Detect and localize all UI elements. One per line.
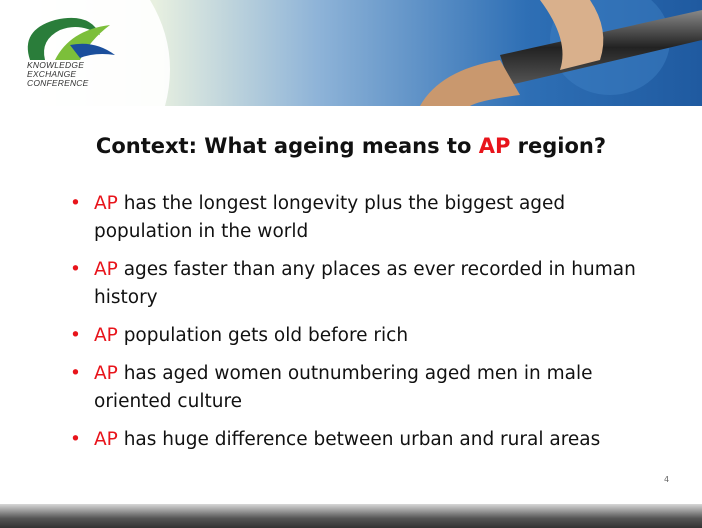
bullet-item: AP has huge difference between urban and… (70, 426, 650, 454)
title-text: region? (510, 134, 606, 158)
bullet-highlight: AP (94, 363, 118, 384)
footer-bar (0, 504, 702, 528)
bullet-text: has aged women outnumbering aged men in … (94, 363, 593, 412)
bullet-highlight: AP (94, 325, 118, 346)
bullet-highlight: AP (94, 193, 118, 214)
bullet-highlight: AP (94, 259, 118, 280)
bullet-text: population gets old before rich (118, 325, 408, 346)
bullet-item: AP has the longest longevity plus the bi… (70, 190, 650, 246)
page-number: 4 (664, 475, 669, 484)
bullet-text: has huge difference between urban and ru… (118, 429, 600, 450)
bullet-text: ages faster than any places as ever reco… (94, 259, 636, 308)
bullet-text: has the longest longevity plus the bigge… (94, 193, 565, 242)
logo-line: CONFERENCE (27, 79, 89, 88)
bullet-item: AP population gets old before rich (70, 322, 650, 350)
bullet-item: AP ages faster than any places as ever r… (70, 256, 650, 312)
bullet-item: AP has aged women outnumbering aged men … (70, 360, 650, 416)
title-highlight: AP (479, 134, 511, 158)
slide-title: Context: What ageing means to AP region? (0, 134, 702, 158)
slide: KNOWLEDGEEXCHANGECONFERENCE Context: Wha… (0, 0, 702, 528)
header-banner (0, 0, 702, 106)
title-text: Context: What ageing means to (96, 134, 479, 158)
bullet-list: AP has the longest longevity plus the bi… (70, 190, 650, 464)
bullet-highlight: AP (94, 429, 118, 450)
